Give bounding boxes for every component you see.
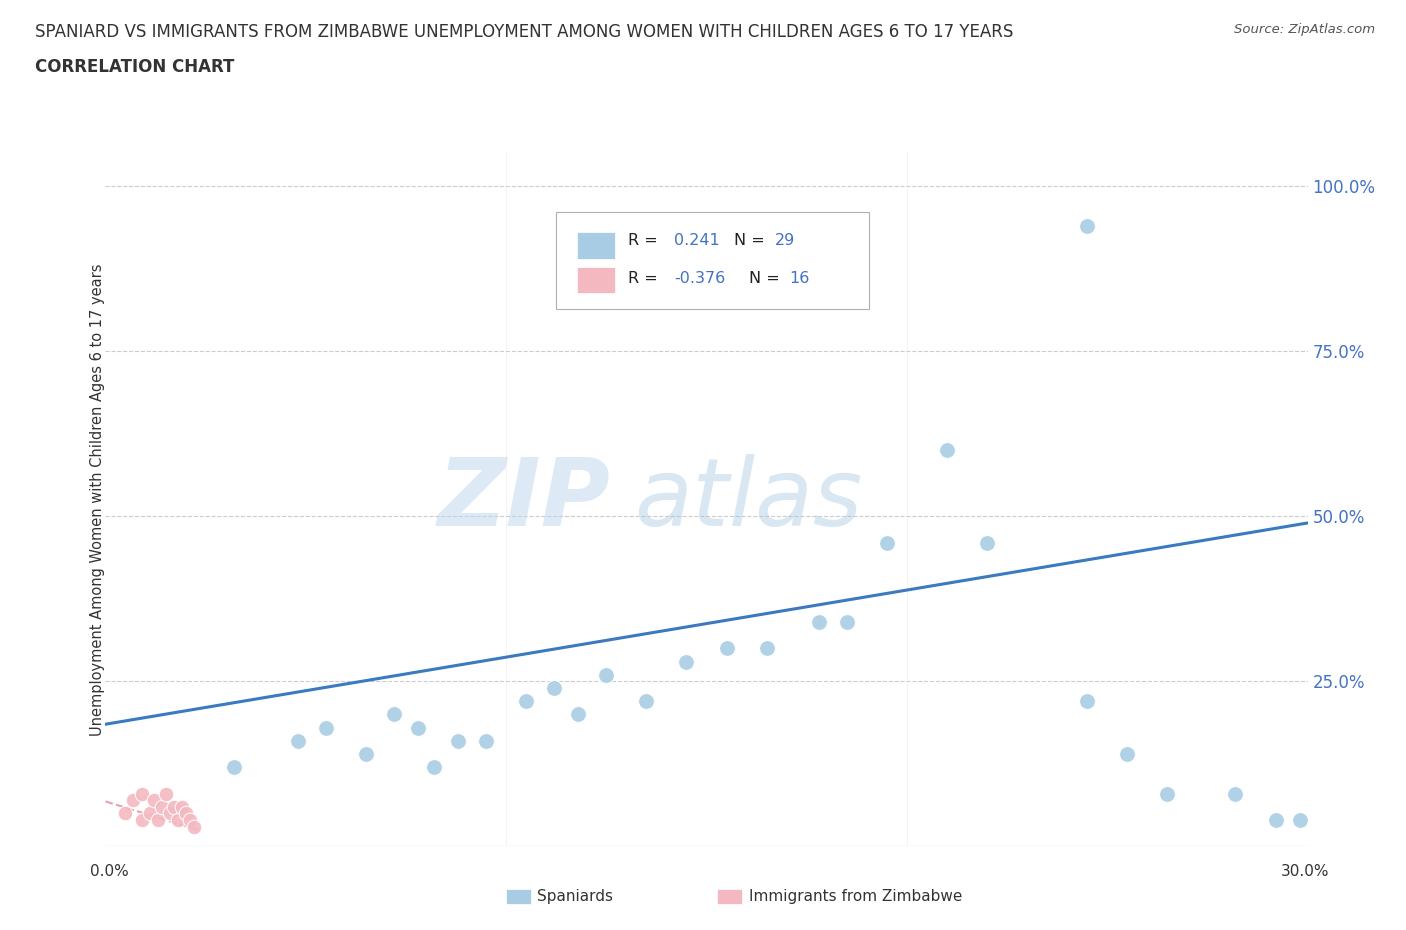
Point: [315, 720, 337, 735]
Point: [976, 536, 998, 551]
Point: [475, 733, 498, 748]
Point: [354, 747, 377, 762]
Point: [755, 641, 778, 656]
Point: [876, 536, 898, 551]
Point: [170, 799, 193, 814]
Point: [150, 799, 173, 814]
Point: [142, 792, 165, 807]
Point: [183, 819, 205, 834]
Point: [1288, 813, 1310, 828]
Point: [515, 694, 537, 709]
Point: [179, 813, 201, 828]
Point: [835, 615, 858, 630]
Point: [1116, 747, 1139, 762]
Point: [1076, 219, 1098, 233]
Text: Spaniards: Spaniards: [537, 889, 613, 904]
Point: [159, 806, 181, 821]
Point: [138, 806, 160, 821]
Text: Source: ZipAtlas.com: Source: ZipAtlas.com: [1234, 23, 1375, 36]
Text: R =: R =: [628, 232, 664, 247]
Point: [287, 733, 309, 748]
Point: [423, 760, 446, 775]
Text: ZIP: ZIP: [437, 454, 610, 546]
Text: -0.376: -0.376: [673, 271, 725, 286]
Point: [636, 694, 658, 709]
Point: [174, 806, 197, 821]
Text: 16: 16: [789, 271, 810, 286]
Point: [155, 786, 177, 801]
Point: [162, 799, 184, 814]
Point: [807, 615, 830, 630]
Point: [716, 641, 738, 656]
Bar: [576, 232, 616, 259]
Point: [543, 681, 565, 696]
Point: [1225, 786, 1247, 801]
Point: [122, 792, 145, 807]
Point: [114, 806, 136, 821]
Point: [595, 668, 617, 683]
FancyBboxPatch shape: [557, 212, 869, 310]
Text: atlas: atlas: [634, 455, 863, 545]
Point: [567, 707, 589, 722]
Text: R =: R =: [628, 271, 658, 286]
Point: [675, 654, 697, 669]
Point: [406, 720, 429, 735]
Point: [382, 707, 405, 722]
Text: 0.241: 0.241: [673, 232, 720, 247]
Text: Immigrants from Zimbabwe: Immigrants from Zimbabwe: [749, 889, 963, 904]
Text: N =: N =: [748, 271, 779, 286]
Point: [936, 443, 959, 458]
Point: [447, 733, 470, 748]
Text: SPANIARD VS IMMIGRANTS FROM ZIMBABWE UNEMPLOYMENT AMONG WOMEN WITH CHILDREN AGES: SPANIARD VS IMMIGRANTS FROM ZIMBABWE UNE…: [35, 23, 1014, 41]
Point: [131, 813, 153, 828]
Point: [166, 813, 188, 828]
Point: [1076, 694, 1098, 709]
Text: N =: N =: [734, 232, 765, 247]
Point: [222, 760, 245, 775]
Point: [1264, 813, 1286, 828]
Point: [1156, 786, 1178, 801]
Bar: [576, 267, 616, 293]
Text: 30.0%: 30.0%: [1281, 864, 1329, 879]
Text: 29: 29: [775, 232, 796, 247]
Point: [131, 786, 153, 801]
Y-axis label: Unemployment Among Women with Children Ages 6 to 17 years: Unemployment Among Women with Children A…: [90, 263, 104, 737]
Text: 0.0%: 0.0%: [90, 864, 129, 879]
Point: [146, 813, 169, 828]
Text: CORRELATION CHART: CORRELATION CHART: [35, 58, 235, 75]
